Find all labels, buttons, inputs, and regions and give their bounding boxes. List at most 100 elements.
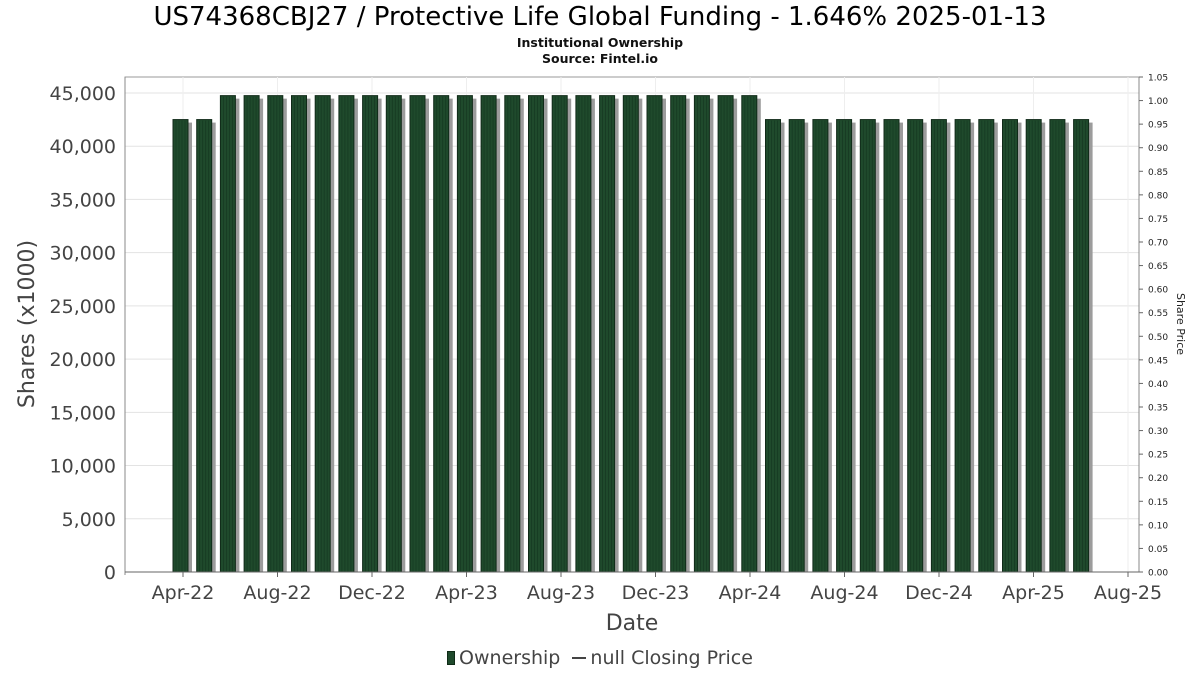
bar-body <box>954 119 971 573</box>
bar-body <box>1049 119 1066 573</box>
chart-subtitle: Institutional Ownership <box>516 35 684 50</box>
axes <box>124 77 1140 575</box>
bar-body <box>314 95 331 573</box>
y-tick-label: 5,000 <box>62 509 116 531</box>
bar <box>788 119 809 573</box>
y2-axis-ticks: 0.00 0.05 0.10 0.15 0.20 0.25 0.30 0.35 0.40 0.45… <box>1139 74 1168 579</box>
bar <box>693 95 714 573</box>
x-tick-label: Dec-24 <box>905 582 973 604</box>
chart-legend: Ownership null Closing Price <box>0 646 1200 669</box>
bar-body <box>1025 119 1042 573</box>
y-tick-label: 40,000 <box>50 136 116 158</box>
bar <box>812 119 832 573</box>
bar-body <box>196 119 213 573</box>
y2-tick-label: 0.75 <box>1148 215 1168 225</box>
x-tick-label: Aug-22 <box>243 582 311 604</box>
bar <box>575 95 595 573</box>
x-tick-label: Apr-23 <box>435 582 498 604</box>
y2-tick-label: 0.45 <box>1148 356 1168 366</box>
bar <box>622 95 643 573</box>
x-tick-label: Apr-22 <box>152 582 215 604</box>
bar <box>196 119 216 573</box>
x-tick-label: Aug-24 <box>810 582 878 604</box>
bar <box>1025 119 1046 573</box>
bar-body <box>978 119 995 573</box>
y2-axis-label: Share Price <box>1174 293 1187 355</box>
bar-body <box>409 95 426 573</box>
bar-body <box>599 95 616 573</box>
y2-tick-label: 0.60 <box>1148 286 1168 296</box>
bar <box>646 95 666 573</box>
bar <box>1049 119 1069 573</box>
y2-tick-label: 1.05 <box>1148 74 1168 84</box>
y2-tick-label: 0.70 <box>1148 239 1168 249</box>
bar-body <box>812 119 829 573</box>
bar <box>385 95 406 573</box>
bar-body <box>267 95 284 573</box>
bar <box>314 95 335 573</box>
bar <box>338 95 358 573</box>
chart-title: US74368CBJ27 / Protective Life Global Fu… <box>153 2 1047 32</box>
bar-body <box>385 95 402 573</box>
y2-tick-label: 0.35 <box>1148 404 1168 414</box>
bar <box>456 95 477 573</box>
bar <box>765 119 785 573</box>
bar-body <box>693 95 710 573</box>
bar-body <box>788 119 805 573</box>
bar <box>978 119 998 573</box>
bar-body <box>362 95 379 573</box>
y2-tick-label: 0.00 <box>1148 569 1168 579</box>
y-tick-label: 25,000 <box>50 296 116 318</box>
y2-tick-label: 0.65 <box>1148 262 1168 272</box>
x-tick-label: Dec-22 <box>338 582 406 604</box>
bar <box>433 95 453 573</box>
bar <box>741 95 761 573</box>
bar-body <box>219 95 236 573</box>
bar <box>504 95 524 573</box>
bar <box>409 95 429 573</box>
bar <box>480 95 501 573</box>
bar-body <box>504 95 521 573</box>
x-tick-label: Aug-23 <box>527 582 595 604</box>
bar-body <box>717 95 734 573</box>
bar-body <box>291 95 307 573</box>
y2-tick-label: 0.05 <box>1148 545 1168 555</box>
y-tick-label: 0 <box>104 562 116 584</box>
y2-tick-label: 0.40 <box>1148 380 1168 390</box>
bar-body <box>1002 119 1018 573</box>
bar <box>1073 119 1093 573</box>
y-tick-label: 15,000 <box>50 402 116 424</box>
x-tick-label: Dec-23 <box>622 582 690 604</box>
chart-source: Source: Fintel.io <box>542 51 658 66</box>
bar-body <box>433 95 450 573</box>
y-tick-label: 20,000 <box>50 349 116 371</box>
bar-body <box>172 119 189 573</box>
y2-tick-label: 0.30 <box>1148 427 1168 437</box>
bar-body <box>528 95 544 573</box>
x-tick-label: Apr-24 <box>719 582 782 604</box>
y-tick-label: 30,000 <box>50 243 116 265</box>
bar <box>551 95 572 573</box>
bar <box>528 95 548 573</box>
bar-body <box>575 95 592 573</box>
y2-tick-label: 0.20 <box>1148 474 1168 484</box>
legend-item-closing-price: null Closing Price <box>566 647 753 669</box>
y2-tick-label: 0.10 <box>1148 521 1168 531</box>
x-axis-ticks: Apr-22 Aug-22 Dec-22 Apr-23 Aug-23 Dec-23 Apr-… <box>152 572 1162 604</box>
bar-body <box>741 95 758 573</box>
y2-tick-label: 0.95 <box>1148 121 1168 131</box>
bar-body <box>338 95 355 573</box>
bar-body <box>456 95 473 573</box>
bar <box>930 119 951 573</box>
bar <box>670 95 690 573</box>
bar-body <box>1073 119 1090 573</box>
y-tick-label: 35,000 <box>50 189 116 211</box>
bar <box>907 119 927 573</box>
bar <box>172 119 192 573</box>
bar-body <box>670 95 687 573</box>
bar-body <box>480 95 497 573</box>
bar <box>836 119 856 573</box>
bar-body <box>859 119 876 573</box>
bar-body <box>646 95 663 573</box>
